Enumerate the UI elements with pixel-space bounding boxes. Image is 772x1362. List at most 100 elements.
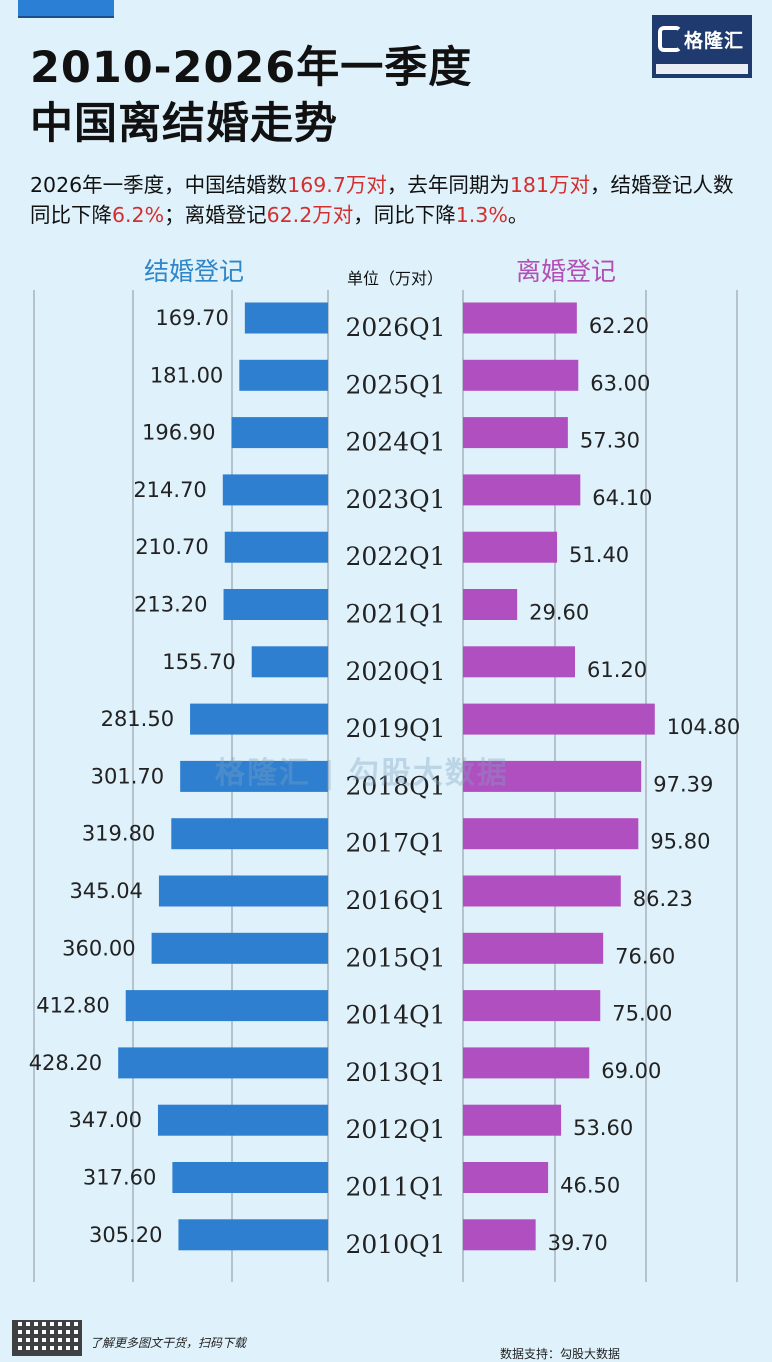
label-marriage-2024Q1: 196.90	[142, 421, 215, 445]
label-marriage-2013Q1: 428.20	[29, 1051, 102, 1075]
logo-g-icon	[658, 26, 682, 52]
label-marriage-2010Q1: 305.20	[89, 1223, 162, 1247]
category-label-2018Q1: 2018Q1	[345, 771, 445, 800]
bar-marriage-2020Q1	[251, 646, 328, 678]
label-divorce-2020Q1: 61.20	[587, 658, 647, 682]
legend-marriage: 结婚登记	[144, 257, 245, 286]
label-divorce-2013Q1: 69.00	[601, 1059, 661, 1083]
bar-divorce-2025Q1	[463, 359, 579, 391]
bar-divorce-2012Q1	[463, 1104, 562, 1136]
label-marriage-2012Q1: 347.00	[68, 1108, 141, 1132]
category-label-2026Q1: 2026Q1	[345, 313, 445, 342]
qr-code-icon[interactable]	[12, 1320, 82, 1356]
top-accent-tab	[18, 0, 114, 18]
category-label-2025Q1: 2025Q1	[345, 370, 445, 399]
category-label-2019Q1: 2019Q1	[345, 714, 445, 743]
bar-divorce-2020Q1	[463, 646, 575, 678]
category-label-2011Q1: 2011Q1	[345, 1173, 445, 1202]
bar-marriage-2024Q1	[231, 417, 328, 449]
label-divorce-2021Q1: 29.60	[529, 601, 589, 625]
label-divorce-2017Q1: 95.80	[650, 830, 710, 854]
chart-title: 2010-2026年一季度 中国离结婚走势	[30, 40, 472, 152]
bar-divorce-2026Q1	[463, 302, 577, 334]
category-label-2024Q1: 2024Q1	[345, 428, 445, 457]
summary-text: 2026年一季度，中国结婚数169.7万对，去年同期为181万对，结婚登记人数同…	[30, 173, 734, 227]
label-marriage-2022Q1: 210.70	[135, 535, 208, 559]
category-label-2016Q1: 2016Q1	[345, 886, 445, 915]
label-divorce-2015Q1: 76.60	[615, 944, 675, 968]
label-divorce-2019Q1: 104.80	[667, 715, 740, 739]
bar-divorce-2024Q1	[463, 417, 568, 449]
bar-divorce-2017Q1	[463, 818, 639, 850]
bar-divorce-2021Q1	[463, 589, 518, 620]
bar-marriage-2023Q1	[222, 474, 328, 506]
label-marriage-2014Q1: 412.80	[36, 994, 109, 1018]
bar-divorce-2022Q1	[463, 531, 558, 563]
bar-divorce-2014Q1	[463, 990, 601, 1022]
label-marriage-2018Q1: 301.70	[91, 764, 164, 788]
category-label-2017Q1: 2017Q1	[345, 829, 445, 858]
label-divorce-2016Q1: 86.23	[633, 887, 693, 911]
label-marriage-2019Q1: 281.50	[101, 707, 174, 731]
bar-divorce-2019Q1	[463, 703, 655, 735]
bar-marriage-2014Q1	[125, 990, 328, 1022]
bar-divorce-2015Q1	[463, 932, 604, 964]
label-marriage-2021Q1: 213.20	[134, 593, 207, 617]
label-marriage-2026Q1: 169.70	[155, 306, 228, 330]
bar-divorce-2016Q1	[463, 875, 621, 907]
label-divorce-2011Q1: 46.50	[560, 1174, 620, 1198]
bar-marriage-2019Q1	[190, 703, 328, 735]
label-divorce-2026Q1: 62.20	[589, 314, 649, 338]
unit-label: 单位（万对）	[347, 269, 444, 288]
watermark: 格隆汇 | 勾股大数据	[215, 756, 509, 791]
bar-marriage-2010Q1	[178, 1219, 328, 1251]
label-marriage-2025Q1: 181.00	[150, 363, 223, 387]
bar-marriage-2021Q1	[223, 589, 328, 620]
label-marriage-2017Q1: 319.80	[82, 822, 155, 846]
category-label-2010Q1: 2010Q1	[345, 1230, 445, 1259]
bar-marriage-2011Q1	[172, 1162, 328, 1193]
legend-divorce: 离婚登记	[516, 257, 617, 286]
bar-marriage-2012Q1	[157, 1104, 328, 1136]
logo-text: 格隆汇	[684, 30, 745, 52]
label-divorce-2018Q1: 97.39	[653, 772, 713, 796]
category-label-2012Q1: 2012Q1	[345, 1115, 445, 1144]
label-divorce-2023Q1: 64.10	[592, 486, 652, 510]
bar-marriage-2017Q1	[171, 818, 328, 850]
footer-data-source: 数据支持：勾股大数据	[500, 1347, 621, 1361]
title-line-1: 2010-2026年一季度	[30, 43, 473, 93]
label-divorce-2012Q1: 53.60	[573, 1116, 633, 1140]
label-divorce-2022Q1: 51.40	[569, 543, 629, 567]
bar-marriage-2016Q1	[158, 875, 328, 907]
brand-logo: 格隆汇	[652, 15, 752, 78]
label-divorce-2014Q1: 75.00	[612, 1002, 672, 1026]
category-label-2015Q1: 2015Q1	[345, 943, 445, 972]
label-divorce-2025Q1: 63.00	[590, 371, 650, 395]
bar-marriage-2025Q1	[239, 359, 328, 391]
category-label-2014Q1: 2014Q1	[345, 1001, 445, 1030]
category-label-2013Q1: 2013Q1	[345, 1058, 445, 1087]
bar-divorce-2018Q1	[463, 760, 642, 792]
label-marriage-2011Q1: 317.60	[83, 1166, 156, 1190]
bar-divorce-2023Q1	[463, 474, 581, 506]
bar-divorce-2013Q1	[463, 1047, 590, 1079]
footer-download-text: 了解更多图文干货，扫码下载	[90, 1336, 247, 1350]
label-divorce-2024Q1: 57.30	[580, 429, 640, 453]
label-marriage-2016Q1: 345.04	[69, 879, 142, 903]
logo-strip	[656, 64, 748, 74]
category-label-2022Q1: 2022Q1	[345, 542, 445, 571]
bar-marriage-2026Q1	[244, 302, 328, 334]
category-label-2023Q1: 2023Q1	[345, 485, 445, 514]
bar-marriage-2022Q1	[224, 531, 328, 563]
bar-marriage-2018Q1	[180, 760, 328, 792]
label-marriage-2015Q1: 360.00	[62, 936, 135, 960]
bar-marriage-2013Q1	[118, 1047, 328, 1079]
category-label-2020Q1: 2020Q1	[345, 657, 445, 686]
label-marriage-2020Q1: 155.70	[162, 650, 235, 674]
category-label-2021Q1: 2021Q1	[345, 600, 445, 629]
label-divorce-2010Q1: 39.70	[548, 1231, 608, 1255]
label-marriage-2023Q1: 214.70	[133, 478, 206, 502]
bar-divorce-2011Q1	[463, 1162, 549, 1193]
bar-divorce-2010Q1	[463, 1219, 536, 1251]
